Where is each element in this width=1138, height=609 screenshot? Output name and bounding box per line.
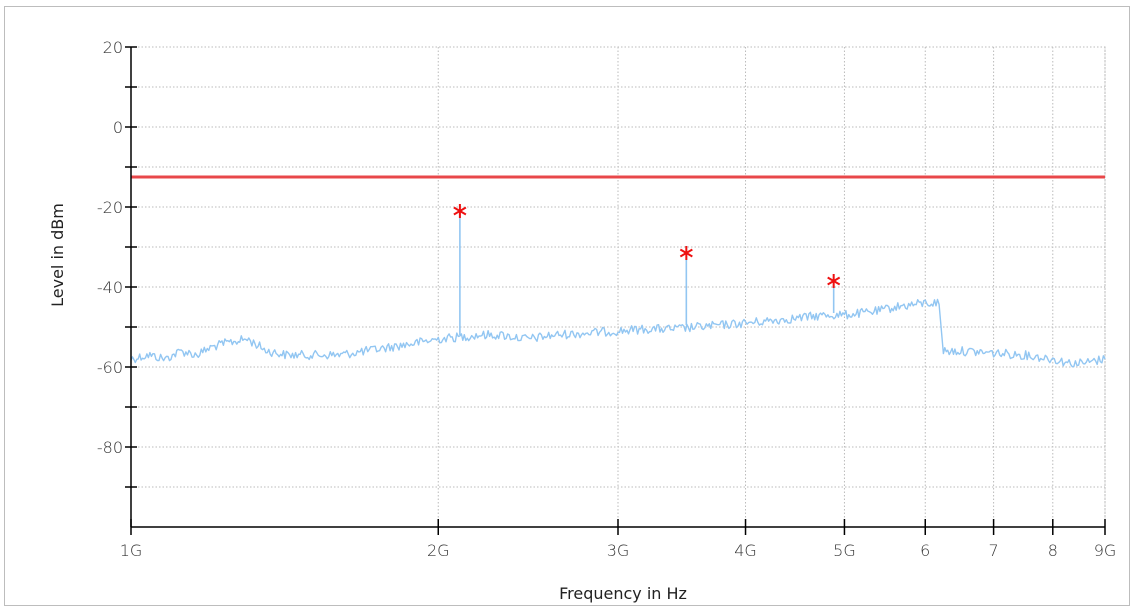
y-tick-label: -40	[97, 278, 123, 297]
y-tick-label: 20	[103, 38, 123, 57]
y-tick-label: -80	[97, 438, 123, 457]
spectrum-chart: 20 0 -20 -40 -60 -80 1G 2G 3G 4G 5G 6 7 8 9G Level in …	[48, 38, 1116, 603]
peak-marker	[679, 246, 693, 260]
x-tick-label: 7	[989, 541, 999, 560]
x-tick-label: 5G	[833, 541, 856, 560]
x-tick-label: 6	[920, 541, 930, 560]
series-line	[130, 298, 1106, 368]
x-tick-label: 9G	[1094, 541, 1117, 560]
y-tick-label: -20	[97, 198, 123, 217]
x-tick-label: 3G	[607, 541, 630, 560]
x-tick-label: 4G	[734, 541, 757, 560]
x-tick-label: 1G	[120, 541, 143, 560]
grid	[130, 46, 1106, 528]
y-tick-label: -60	[97, 358, 123, 377]
axes: 20 0 -20 -40 -60 -80 1G 2G 3G 4G 5G 6 7 8 9G	[97, 38, 1116, 560]
peak-layer	[453, 204, 841, 335]
series-layer	[130, 298, 1106, 368]
peak-marker	[453, 204, 467, 218]
y-axis-title: Level in dBm	[48, 203, 67, 307]
peak-marker	[827, 274, 841, 288]
x-tick-label: 2G	[427, 541, 450, 560]
chart-frame: 20 0 -20 -40 -60 -80 1G 2G 3G 4G 5G 6 7 8 9G Level in …	[4, 6, 1130, 606]
x-tick-label: 8	[1048, 541, 1058, 560]
x-axis-title: Frequency in Hz	[559, 584, 687, 603]
y-tick-label: 0	[113, 118, 123, 137]
